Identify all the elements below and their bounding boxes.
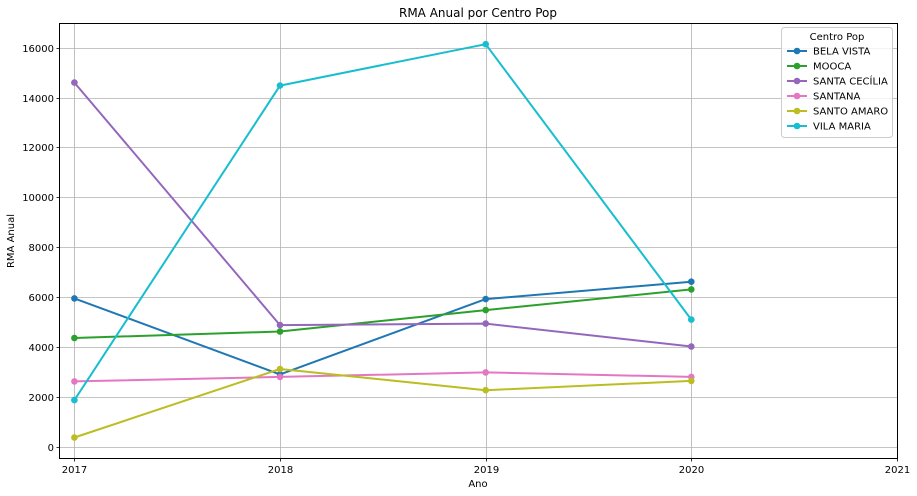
legend-swatch-marker <box>793 77 801 85</box>
legend-items: BELA VISTA MOOCA SANTA CECÍLIA SANTANA SANTO… <box>787 47 888 133</box>
y-tick-label: 0 <box>48 443 54 454</box>
data-point-vila-maria <box>71 396 78 404</box>
legend-label-santo-amaro: SANTO AMARO <box>813 107 888 118</box>
legend-swatch-marker <box>793 122 801 130</box>
data-point-santo-amaro <box>482 386 490 394</box>
y-tick-label: 14000 <box>22 94 54 105</box>
legend-label-mooca: MOOCA <box>813 62 851 73</box>
series-line-vila-maria <box>73 43 693 401</box>
y-tick-label: 4000 <box>29 343 54 354</box>
y-tick-label: 12000 <box>22 143 54 154</box>
x-axis-title: Ano <box>468 479 487 490</box>
y-tick-label: 10000 <box>22 193 54 204</box>
chart-title: RMA Anual por Centro Pop <box>399 6 557 20</box>
data-point-vila-maria <box>482 40 490 48</box>
x-tick-label: 2020 <box>679 465 704 476</box>
axis-ticks: 2017 2018 2019 2020 2021 0 2000 4000 6000 8000 100… <box>22 44 910 476</box>
data-point-mooca <box>276 328 284 335</box>
data-point-mooca <box>482 306 490 314</box>
data-point-santa-cecilia <box>276 321 284 329</box>
y-tick-label: 6000 <box>29 293 54 304</box>
series-line-santa-cecilia <box>73 81 692 348</box>
series-group <box>71 40 695 441</box>
data-point-vila-maria <box>276 82 284 89</box>
legend-label-santa-cecilia: SANTA CECÍLIA <box>813 75 888 88</box>
legend-label-vila-maria: VILA MARIA <box>813 122 871 133</box>
legend-swatch-marker <box>793 92 801 100</box>
data-point-santo-amaro <box>276 365 284 373</box>
data-point-bela-vista <box>688 278 695 286</box>
legend-title: Centro Pop <box>810 32 865 43</box>
data-point-mooca <box>71 334 78 342</box>
legend-label-santana: SANTANA <box>813 92 861 103</box>
series-line-mooca <box>74 288 692 339</box>
data-point-santa-cecilia <box>71 79 78 86</box>
grid <box>60 24 898 458</box>
series-line-santo-amaro <box>74 368 692 439</box>
x-tick-label: 2017 <box>62 465 87 476</box>
legend: Centro Pop BELA VISTA MOOCA SANTA CECÍLIA S… <box>781 27 893 138</box>
data-point-vila-maria <box>688 316 695 323</box>
legend-label-bela-vista: BELA VISTA <box>813 47 870 58</box>
data-point-santa-cecilia <box>482 320 490 327</box>
y-tick-label: 8000 <box>29 243 54 254</box>
data-point-bela-vista <box>71 295 78 302</box>
data-point-santo-amaro <box>688 377 695 385</box>
legend-swatch-marker <box>793 62 801 70</box>
data-point-santana <box>71 378 78 385</box>
x-tick-label: 2021 <box>885 465 910 476</box>
series-line-bela-vista <box>74 280 692 376</box>
legend-swatch-marker <box>793 107 801 115</box>
x-tick-label: 2019 <box>474 465 499 476</box>
data-point-santo-amaro <box>71 434 78 441</box>
data-point-santa-cecilia <box>688 343 695 350</box>
plot-frame <box>59 23 898 459</box>
data-point-mooca <box>688 286 695 293</box>
y-tick-label: 2000 <box>29 393 54 404</box>
x-tick-label: 2018 <box>268 465 293 476</box>
data-point-santana <box>482 369 490 376</box>
legend-frame <box>781 27 893 138</box>
data-point-santana <box>276 373 284 381</box>
y-axis-title: RMA Anual <box>6 214 17 268</box>
data-point-bela-vista <box>482 295 490 303</box>
y-tick-label: 16000 <box>22 44 54 55</box>
series-line-santana <box>74 371 692 383</box>
legend-swatch-marker <box>793 47 801 55</box>
